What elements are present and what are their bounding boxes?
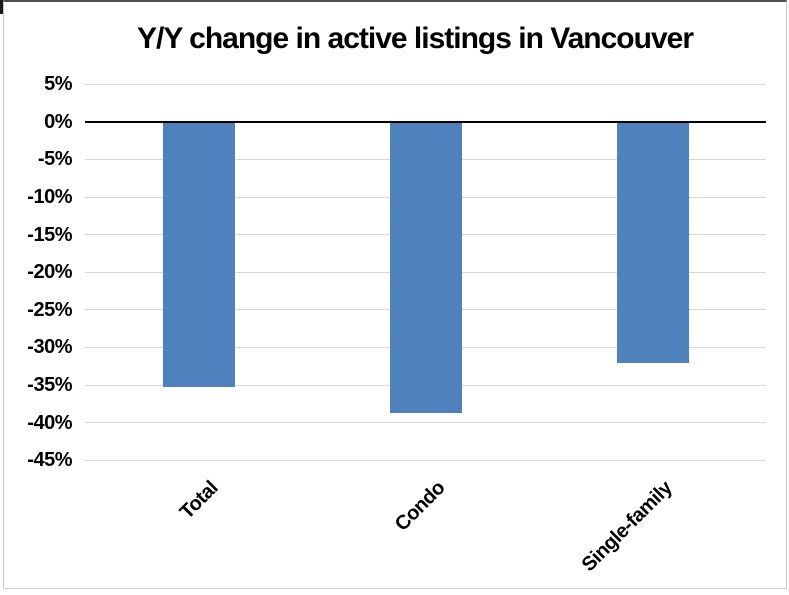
x-axis-category-label: Single-family xyxy=(577,477,677,576)
gridline xyxy=(85,83,766,85)
bar-condo xyxy=(389,121,462,413)
bar-single-family xyxy=(616,121,689,364)
x-axis-category-label: Total xyxy=(175,477,223,524)
y-axis-tick-label: 5% xyxy=(44,73,72,96)
y-axis-tick-label: -35% xyxy=(27,374,72,396)
x-axis-zero-line xyxy=(85,120,766,124)
y-axis-tick-label: -45% xyxy=(27,449,72,472)
chart-title: Y/Y change in active listings in Vancouv… xyxy=(137,22,694,55)
y-axis-tick-label: -40% xyxy=(27,411,72,434)
y-axis-tick-label: -20% xyxy=(27,261,72,284)
gridline xyxy=(85,422,766,424)
y-axis-tick-label: -30% xyxy=(27,336,72,359)
bar-total xyxy=(162,121,235,388)
y-axis-tick-label: -25% xyxy=(27,298,72,321)
y-axis-tick-label: -10% xyxy=(27,186,72,208)
y-axis-tick-label: 0% xyxy=(44,110,72,133)
gridline xyxy=(85,459,766,461)
y-axis-tick-label: -5% xyxy=(37,148,73,171)
window-border-corner xyxy=(0,0,3,14)
y-axis-tick-label: -15% xyxy=(27,223,72,246)
x-axis-category-label: Condo xyxy=(390,477,450,536)
